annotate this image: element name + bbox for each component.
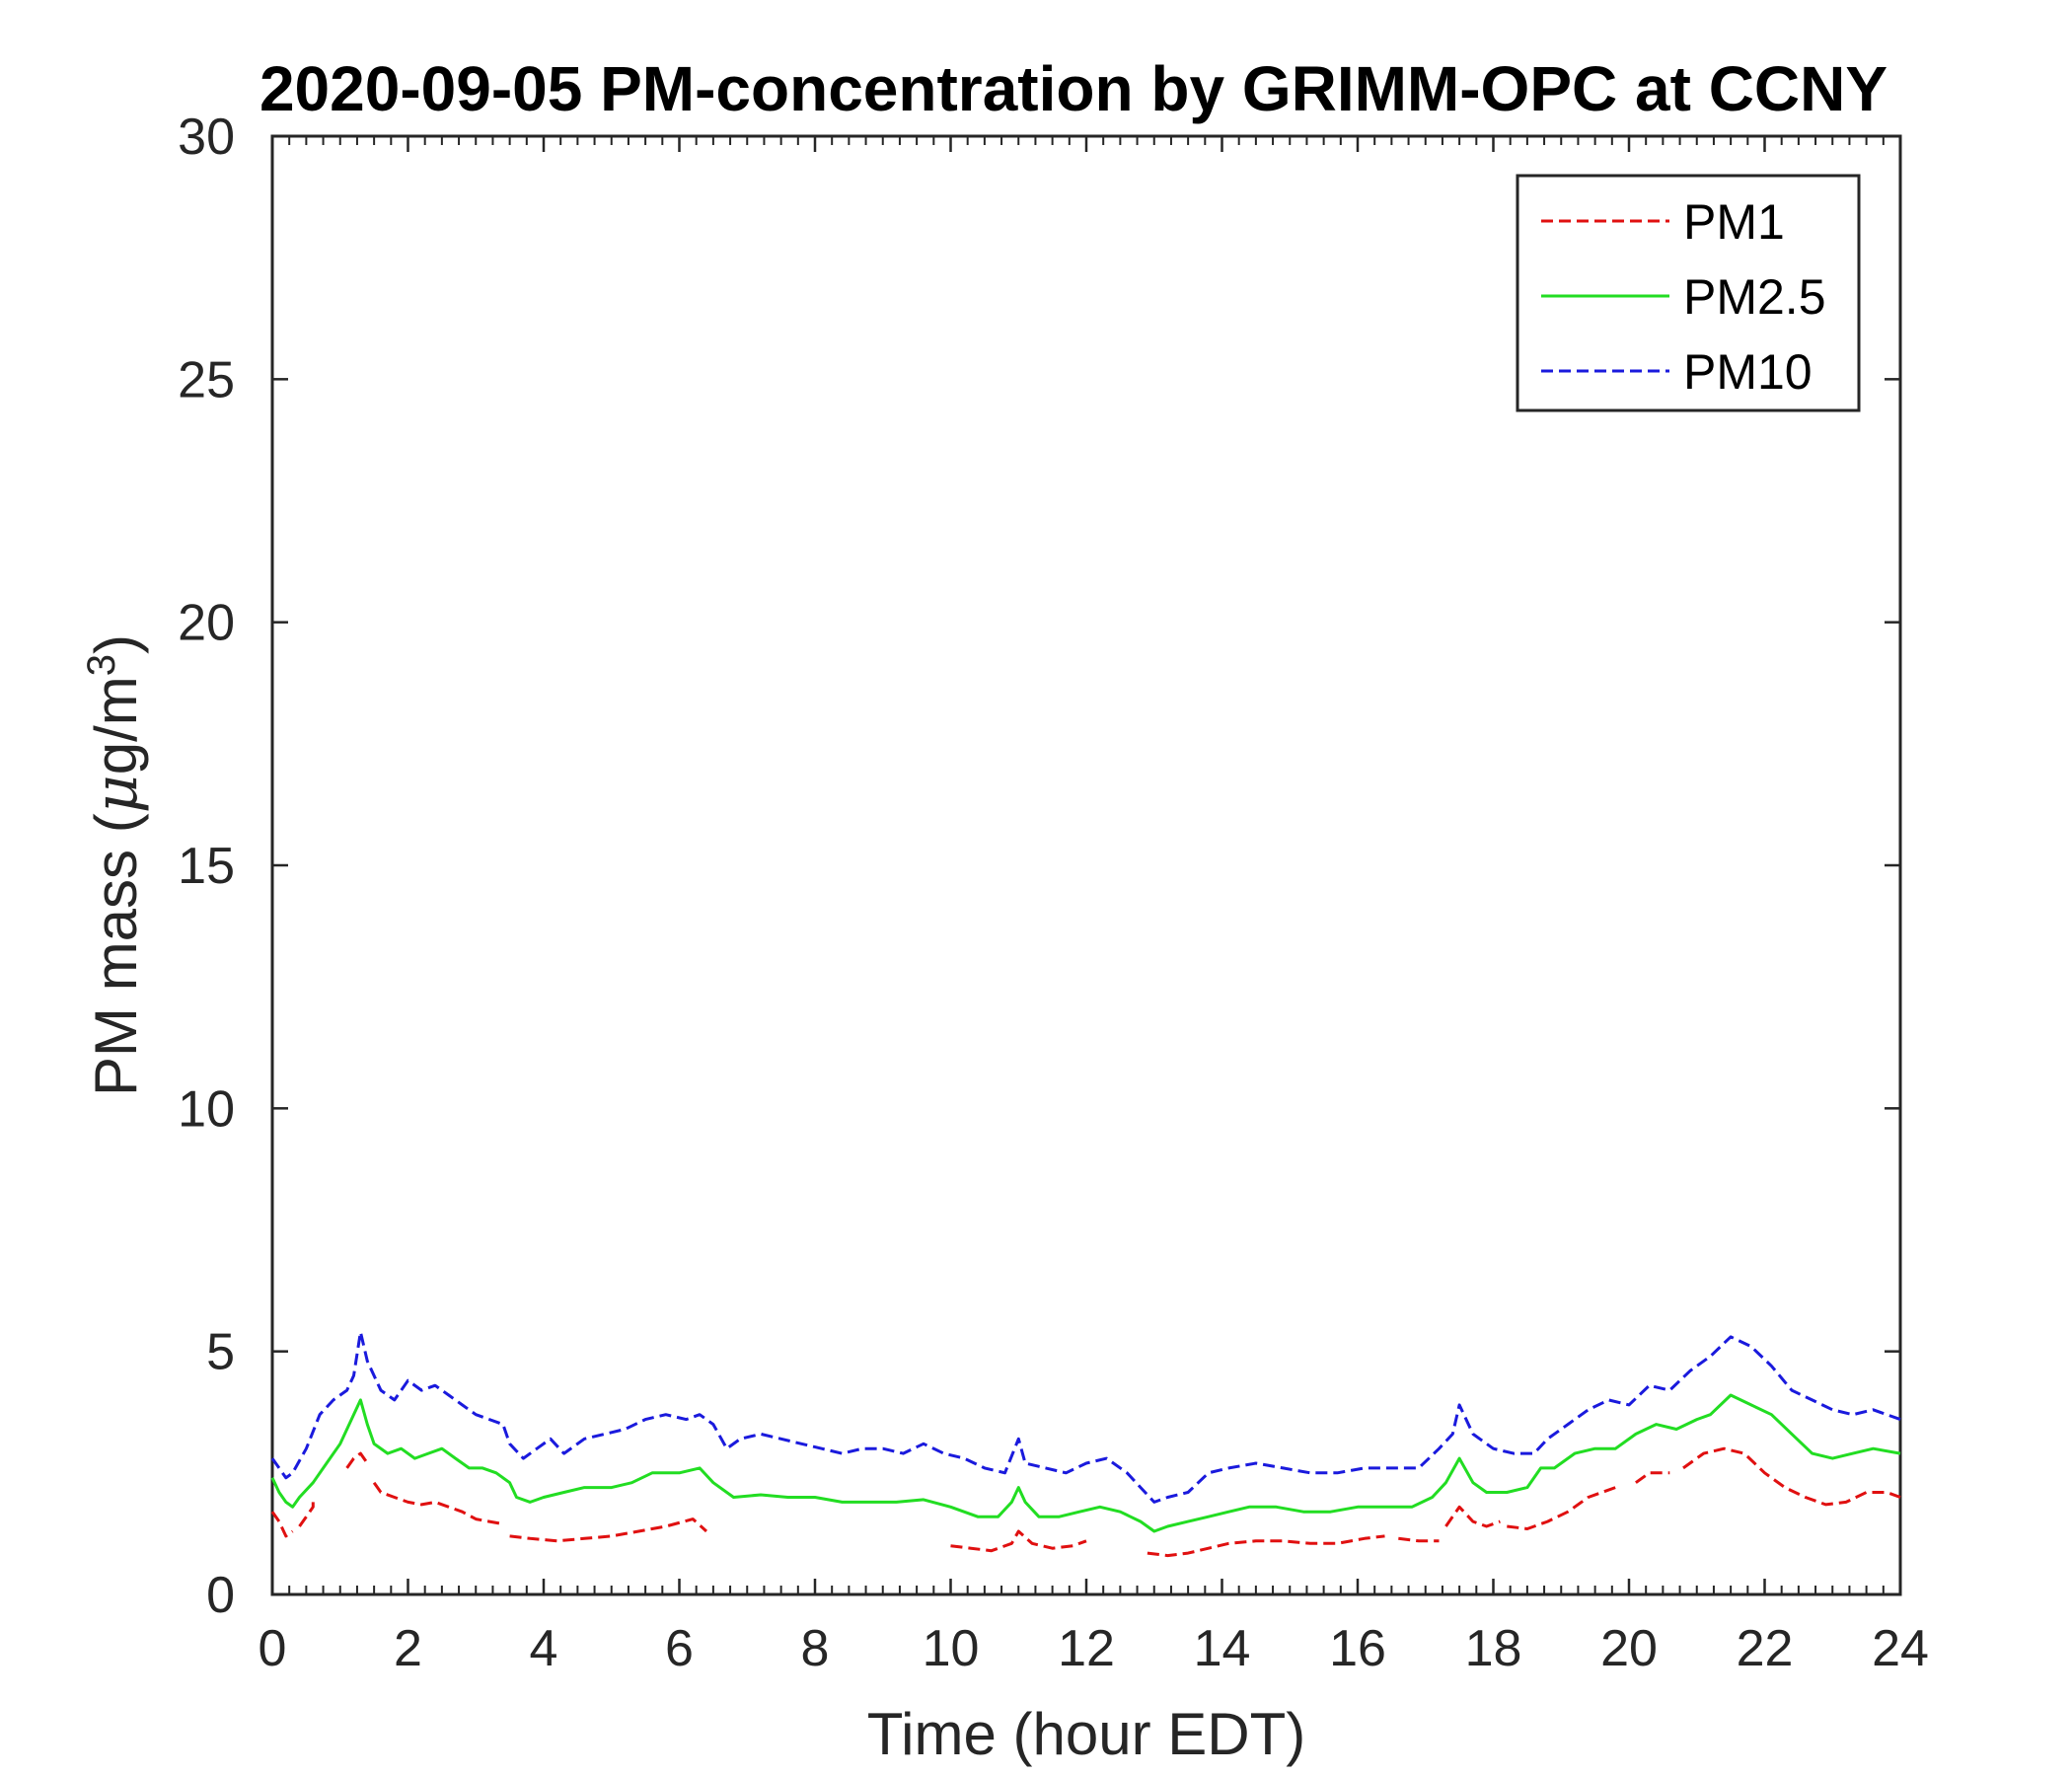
y-tick-label: 20 <box>178 595 235 652</box>
legend-label-pm10: PM10 <box>1683 344 1813 400</box>
y-tick-label: 0 <box>206 1567 235 1624</box>
chart-title: 2020-09-05 PM-concentration by GRIMM-OPC… <box>259 53 1887 124</box>
x-axis: 0 2 4 6 8 10 12 14 16 18 20 22 24 <box>259 136 1929 1677</box>
minor-ticks <box>288 136 1885 1594</box>
x-tick-label: 16 <box>1329 1620 1386 1677</box>
series-line-pm1 <box>1507 1486 1616 1530</box>
series-line-pm1 <box>345 1451 369 1469</box>
y-tick-label: 10 <box>178 1080 235 1138</box>
series-lines <box>270 1330 1901 1558</box>
x-axis-label: Time (hour EDT) <box>867 1701 1306 1767</box>
y-tick-label: 30 <box>178 109 235 166</box>
x-tick-label: 12 <box>1058 1620 1115 1677</box>
y-tick-label: 5 <box>206 1324 235 1381</box>
series-line-pm1 <box>372 1481 504 1526</box>
y-tick-label: 25 <box>178 351 235 408</box>
legend: PM1 PM2.5 PM10 <box>1516 174 1861 412</box>
series-line-pm1 <box>1682 1446 1901 1507</box>
x-tick-label: 24 <box>1872 1620 1929 1677</box>
x-tick-label: 18 <box>1465 1620 1522 1677</box>
y-axis-label-close: ) <box>83 634 149 654</box>
x-tick-label: 10 <box>923 1620 980 1677</box>
x-tick-label: 20 <box>1600 1620 1658 1677</box>
legend-label-pm1: PM1 <box>1683 194 1785 250</box>
series-line-pm1 <box>1635 1471 1670 1484</box>
y-axis-label-sup: 3 <box>80 654 123 676</box>
x-tick-label: 6 <box>665 1620 694 1677</box>
series-line-pm10 <box>270 1330 1901 1504</box>
x-tick-label: 0 <box>259 1620 287 1677</box>
legend-label-pm25: PM2.5 <box>1683 269 1826 325</box>
series-line-pm1 <box>1398 1536 1440 1543</box>
y-axis-label-unit: g/m <box>83 676 149 775</box>
y-tick-label: 15 <box>178 838 235 895</box>
series-line-pm1 <box>298 1502 315 1527</box>
series-line-pm1 <box>950 1529 1087 1553</box>
y-axis-label-mu: μ <box>82 775 151 813</box>
series-line-pm1 <box>270 1511 294 1538</box>
x-tick-label: 22 <box>1737 1620 1794 1677</box>
x-tick-label: 2 <box>394 1620 422 1677</box>
series-line-pm1 <box>1147 1534 1385 1558</box>
series-line-pm25 <box>270 1393 1901 1533</box>
x-tick-label: 8 <box>801 1620 830 1677</box>
legend-box <box>1516 174 1861 412</box>
series-line-pm1 <box>1444 1505 1501 1528</box>
x-tick-label: 4 <box>530 1620 558 1677</box>
y-axis-label: PM mass (μg/m3) <box>80 634 151 1096</box>
y-axis-label-prefix: PM mass ( <box>83 813 149 1096</box>
x-tick-label: 14 <box>1194 1620 1251 1677</box>
y-axis: 0 5 10 15 20 25 30 <box>178 109 1900 1624</box>
